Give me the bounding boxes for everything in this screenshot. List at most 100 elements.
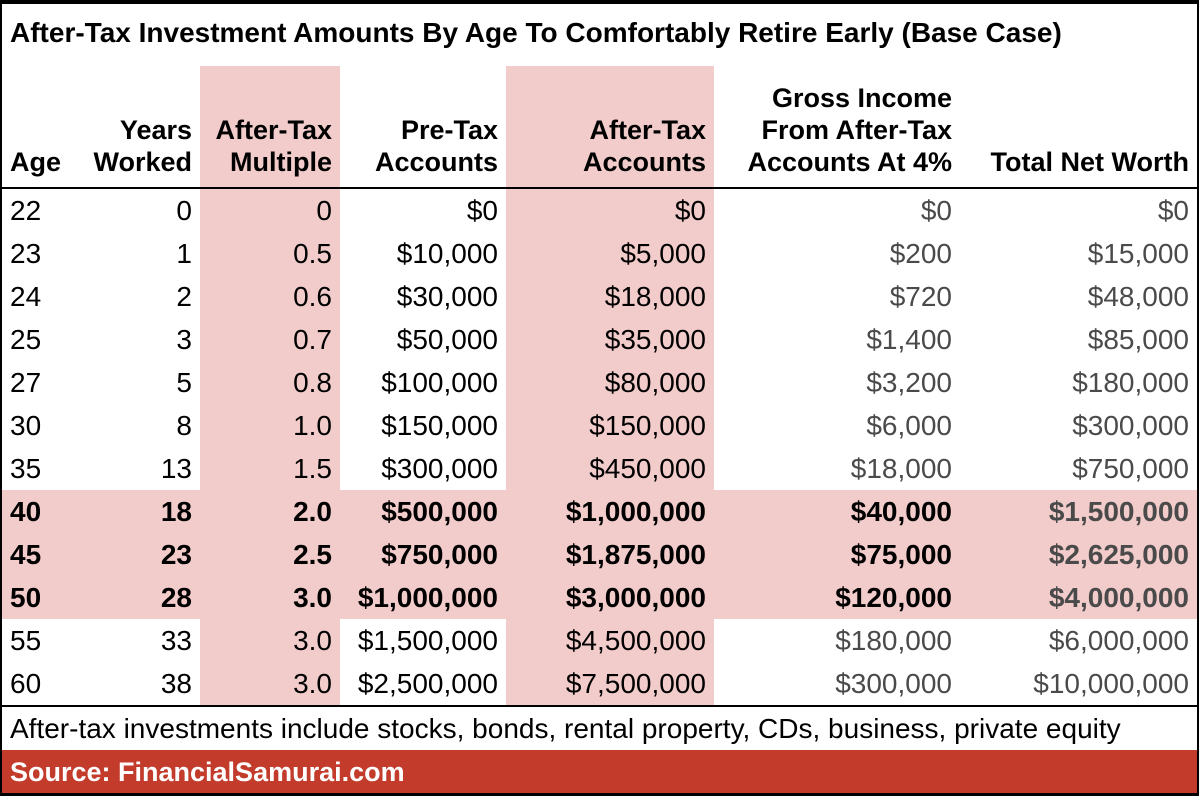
table-row: 60 38 3.0 $2,500,000 $7,500,000 $300,000 $10,0… (2, 662, 1197, 705)
cell-after_tax_accounts: $18,000 (506, 275, 714, 318)
cell-pre_tax_accounts: $2,500,000 (357, 668, 498, 699)
cell-pre_tax_accounts: $0 (466, 195, 498, 226)
cell-gross_income: $40,000 (714, 490, 960, 533)
cell-after_tax_multiple: 0.8 (200, 361, 340, 404)
cell-after_tax_multiple: 1.5 (200, 447, 340, 490)
cell-age: 23 (10, 238, 42, 269)
cell-total_net_worth: $300,000 (1072, 410, 1189, 441)
cell-age: 50 (2, 576, 60, 619)
cell-total_net_worth: $2,625,000 (960, 533, 1197, 576)
table-row: 27 5 0.8 $100,000 $80,000 $3,200 $180,000 (2, 361, 1197, 404)
cell-after_tax_accounts: $35,000 (506, 318, 714, 361)
cell-gross_income: $18,000 (850, 453, 952, 484)
cell-age: 55 (10, 625, 42, 656)
table-row: 35 13 1.5 $300,000 $450,000 $18,000 $750,000 (2, 447, 1197, 490)
table-row: 40 18 2.0 $500,000 $1,000,000 $40,000 $1,500,0… (2, 490, 1197, 533)
cell-pre_tax_accounts: $150,000 (381, 410, 498, 441)
cell-years_worked: 38 (160, 668, 192, 699)
cell-pre_tax_accounts: $500,000 (340, 490, 506, 533)
table-body: 22 0 0 $0 $0 $0 $0 23 1 0.5 $10,000 $5,000 $200 $15,0… (2, 188, 1197, 705)
cell-years_worked: 13 (160, 453, 192, 484)
footnote: After-tax investments include stocks, bo… (2, 705, 1197, 750)
cell-pre_tax_accounts: $750,000 (340, 533, 506, 576)
cell-gross_income: $720 (889, 281, 952, 312)
cell-years_worked: 28 (60, 576, 200, 619)
cell-total_net_worth: $48,000 (1087, 281, 1189, 312)
cell-after_tax_accounts: $4,500,000 (506, 619, 714, 662)
header-age: Age (2, 66, 61, 189)
retirement-table: Age Years Worked After-Tax Multiple Pre-Tax… (2, 66, 1197, 705)
cell-total_net_worth: $180,000 (1072, 367, 1189, 398)
header-after_tax_multiple: After-Tax Multiple (200, 66, 340, 189)
cell-years_worked: 18 (60, 490, 200, 533)
cell-total_net_worth: $4,000,000 (960, 576, 1197, 619)
cell-after_tax_multiple: 3.0 (200, 662, 340, 705)
cell-years_worked: 1 (176, 238, 192, 269)
cell-years_worked: 23 (60, 533, 200, 576)
cell-age: 40 (2, 490, 60, 533)
cell-gross_income: $75,000 (714, 533, 960, 576)
cell-age: 45 (2, 533, 60, 576)
cell-pre_tax_accounts: $1,500,000 (357, 625, 498, 656)
cell-after_tax_accounts: $450,000 (506, 447, 714, 490)
header-years_worked: Years Worked (60, 66, 200, 189)
cell-after_tax_multiple: 3.0 (200, 576, 340, 619)
cell-total_net_worth: $0 (1157, 195, 1189, 226)
cell-after_tax_accounts: $80,000 (506, 361, 714, 404)
cell-gross_income: $180,000 (835, 625, 952, 656)
cell-years_worked: 2 (176, 281, 192, 312)
cell-gross_income: $6,000 (866, 410, 952, 441)
cell-gross_income: $3,200 (866, 367, 952, 398)
cell-age: 22 (10, 195, 42, 226)
cell-after_tax_accounts: $3,000,000 (506, 576, 714, 619)
cell-after_tax_accounts: $7,500,000 (506, 662, 714, 705)
cell-after_tax_multiple: 3.0 (200, 619, 340, 662)
cell-gross_income: $200 (889, 238, 952, 269)
page-title: After-Tax Investment Amounts By Age To C… (10, 17, 1062, 48)
cell-years_worked: 33 (160, 625, 192, 656)
table-row: 30 8 1.0 $150,000 $150,000 $6,000 $300,000 (2, 404, 1197, 447)
table-row: 50 28 3.0 $1,000,000 $3,000,000 $120,000 $4,00… (2, 576, 1197, 619)
cell-after_tax_accounts: $150,000 (506, 404, 714, 447)
cell-total_net_worth: $1,500,000 (960, 490, 1197, 533)
cell-age: 25 (10, 324, 42, 355)
cell-pre_tax_accounts: $50,000 (396, 324, 498, 355)
cell-age: 35 (10, 453, 42, 484)
cell-after_tax_multiple: 0.7 (200, 318, 340, 361)
cell-after_tax_accounts: $1,875,000 (506, 533, 714, 576)
cell-after_tax_accounts: $5,000 (506, 232, 714, 275)
cell-years_worked: 0 (176, 195, 192, 226)
cell-after_tax_multiple: 0.6 (200, 275, 340, 318)
header-after_tax_accounts: After-Tax Accounts (506, 66, 714, 189)
cell-years_worked: 8 (176, 410, 192, 441)
cell-gross_income: $1,400 (866, 324, 952, 355)
cell-after_tax_accounts: $0 (506, 188, 714, 232)
cell-after_tax_multiple: 0.5 (200, 232, 340, 275)
cell-total_net_worth: $750,000 (1072, 453, 1189, 484)
cell-gross_income: $300,000 (835, 668, 952, 699)
cell-pre_tax_accounts: $300,000 (381, 453, 498, 484)
source-bar: Source: FinancialSamurai.com (2, 750, 1197, 793)
cell-age: 60 (10, 668, 42, 699)
cell-total_net_worth: $10,000,000 (1033, 668, 1189, 699)
cell-after_tax_accounts: $1,000,000 (506, 490, 714, 533)
cell-total_net_worth: $15,000 (1087, 238, 1189, 269)
cell-total_net_worth: $85,000 (1087, 324, 1189, 355)
cell-age: 27 (10, 367, 42, 398)
cell-after_tax_multiple: 0 (200, 188, 340, 232)
table-row: 22 0 0 $0 $0 $0 $0 (2, 188, 1197, 232)
table-header-row: Age Years Worked After-Tax Multiple Pre-Tax… (2, 66, 1197, 189)
cell-pre_tax_accounts: $30,000 (396, 281, 498, 312)
table-row: 24 2 0.6 $30,000 $18,000 $720 $48,000 (2, 275, 1197, 318)
table-row: 23 1 0.5 $10,000 $5,000 $200 $15,000 (2, 232, 1197, 275)
cell-total_net_worth: $6,000,000 (1048, 625, 1189, 656)
table-row: 25 3 0.7 $50,000 $35,000 $1,400 $85,000 (2, 318, 1197, 361)
cell-pre_tax_accounts: $100,000 (381, 367, 498, 398)
cell-years_worked: 5 (176, 367, 192, 398)
cell-pre_tax_accounts: $1,000,000 (340, 576, 506, 619)
cell-after_tax_multiple: 1.0 (200, 404, 340, 447)
cell-after_tax_multiple: 2.0 (200, 490, 340, 533)
table-row: 45 23 2.5 $750,000 $1,875,000 $75,000 $2,625,0… (2, 533, 1197, 576)
header-gross_income: Gross Income From After-Tax Accounts At … (714, 66, 960, 189)
